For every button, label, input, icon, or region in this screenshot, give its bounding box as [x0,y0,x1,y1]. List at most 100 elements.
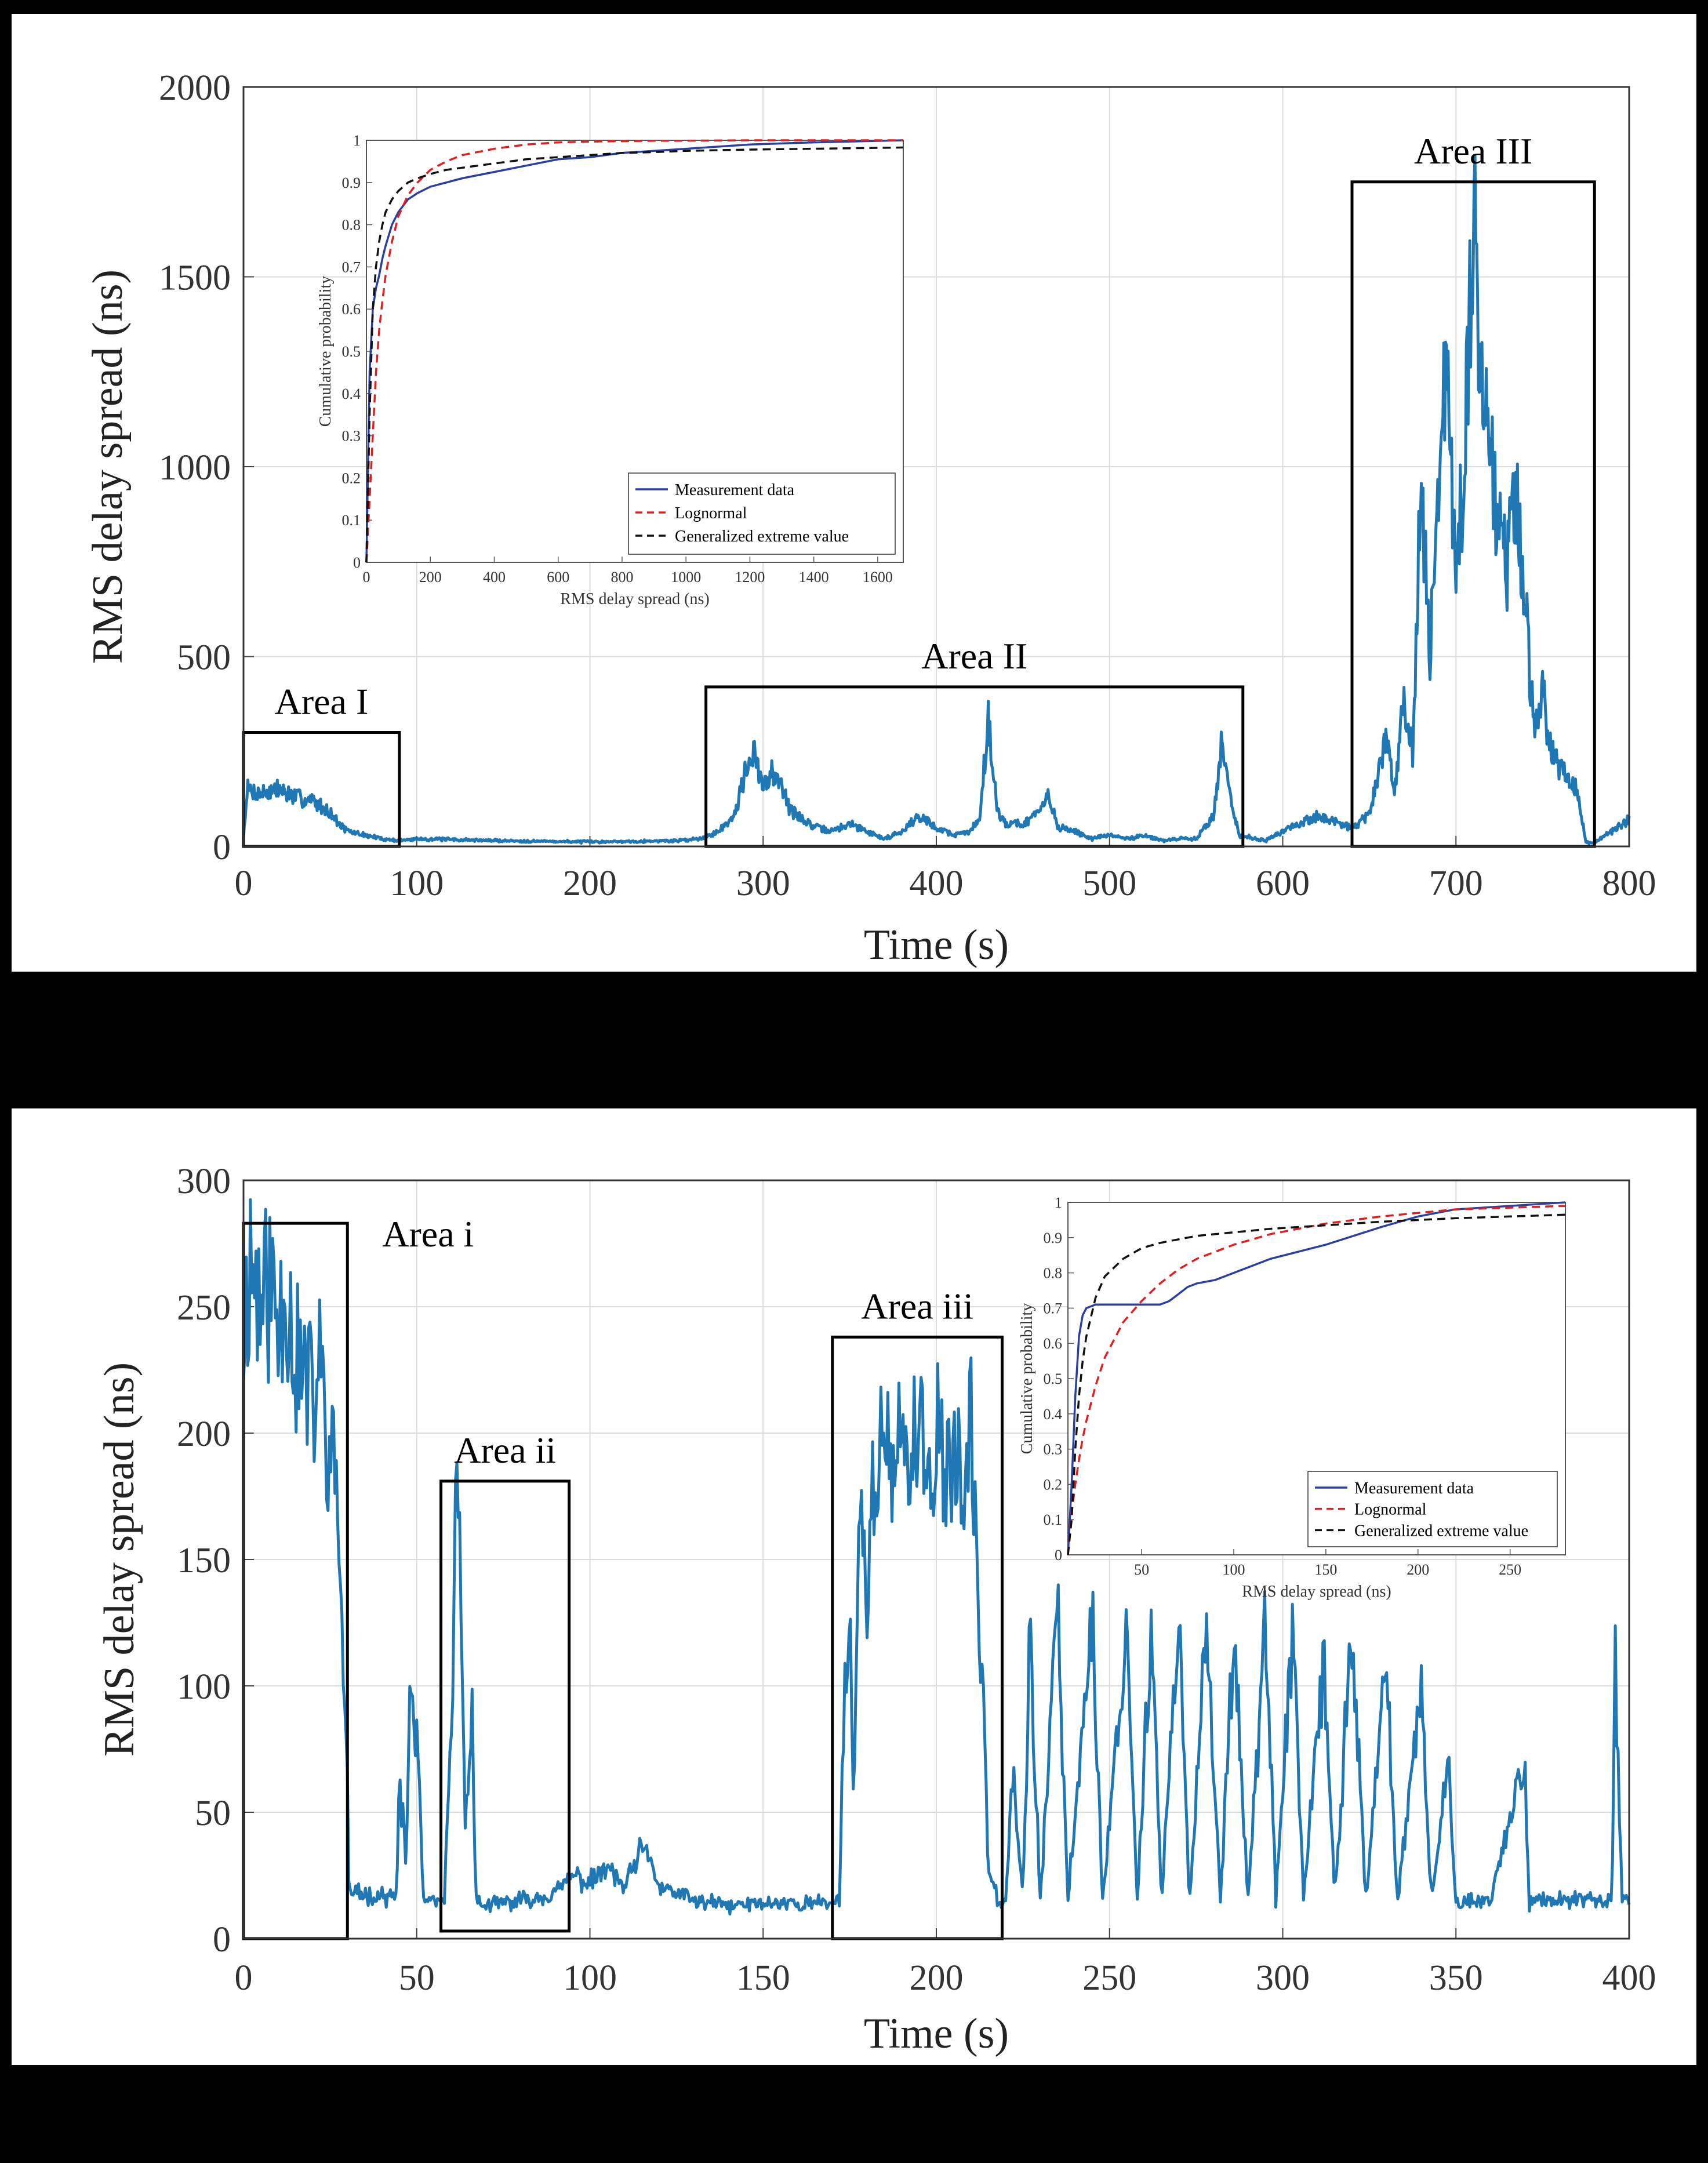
inset-x-tick-label: 100 [1223,1561,1245,1578]
panel-a: 0 100 200 300 400 500 600 700 800 0 500 1000 1500 200… [12,14,1696,972]
inset-y-tick-label: 0 [353,554,361,571]
y-tick-label: 0 [213,828,231,867]
area-label: Area I [275,681,369,722]
area-label: Area ii [454,1430,556,1471]
x-tick-label: 700 [1429,864,1483,903]
x-tick-label: 250 [1082,1958,1136,1998]
inset-y-tick-label: 0.4 [1044,1406,1063,1423]
inset-x-tick-label: 400 [483,569,506,586]
inset-y-axis-label: Cumulative probability [1018,1303,1036,1455]
inset-y-tick-label: 0.1 [1044,1511,1063,1528]
x-tick-label: 0 [235,1958,253,1998]
inset-series-lognormal [365,139,903,563]
y-tick-label: 150 [177,1541,231,1580]
signal-line [242,1198,1631,1916]
inset-x-tick-label: 1600 [863,569,893,586]
inset-x-tick-label: 200 [419,569,442,586]
inset-y-tick-label: 0.7 [1044,1300,1063,1317]
axes-frame [242,1179,1630,1940]
inset-x-tick-label: 200 [1407,1561,1429,1578]
inset-y-tick-label: 0.3 [1044,1441,1063,1458]
x-tick-label: 0 [235,864,253,903]
x-axis-label: Time (s) [864,2010,1009,2057]
inset-chart: 0 200 400 600 800 1000 1200 1400 1600 0 0.1 0.2 0.3 0… [317,132,904,608]
legend-box [628,472,896,555]
legend-box [1307,1471,1558,1547]
x-tick-label: 500 [1082,864,1136,903]
y-axis-label: RMS delay spread (ns) [96,1362,143,1757]
x-tick-label: 400 [1602,1958,1656,1998]
inset-y-tick-label: 0 [1055,1547,1062,1564]
inset-x-tick-label: 1400 [799,569,829,586]
area-label: Area II [921,635,1027,677]
inset-y-tick-label: 0.5 [1044,1370,1063,1387]
y-tick-label: 250 [177,1288,231,1328]
inset-legend: Measurement data Lognormal Generalized ext… [628,472,896,555]
inset-x-axis-label: RMS delay spread (ns) [560,590,709,608]
inset-y-tick-label: 0.4 [342,386,361,402]
inset-y-tick-label: 0.6 [342,301,361,318]
signal-line [242,154,1631,845]
inset-series-lognormal [1067,1205,1566,1555]
inset-chart: 50 100 150 200 250 0 0.1 0.2 0.3 0.4 0.5 0.6 0.7 0.8 0… [1018,1194,1566,1601]
inset-y-tick-label: 0.5 [342,343,361,360]
legend-label: Measurement data [1354,1479,1474,1497]
y-axis-label: RMS delay spread (ns) [84,270,132,664]
inset-series-measurement-data [365,139,904,563]
x-axis-label: Time (s) [864,921,1009,969]
legend-label: Generalized extreme value [1354,1522,1528,1540]
inset-y-tick-label: 0.3 [342,428,361,445]
y-tick-label: 2000 [159,68,231,108]
inset-y-tick-label: 0.2 [1044,1476,1063,1493]
legend-label: Lognormal [1354,1501,1427,1519]
y-tick-label: 300 [177,1162,231,1201]
inset-y-tick-label: 1 [1055,1194,1062,1211]
inset-x-axis-label: RMS delay spread (ns) [1242,1583,1391,1601]
x-tick-label: 100 [563,1958,617,1998]
panel-b: 0 50 100 150 200 250 300 350 400 0 50 100 150 200 250 3… [12,1108,1696,2065]
legend-label: Generalized extreme value [675,528,849,546]
inset-y-tick-label: 0.6 [1044,1335,1063,1352]
inset-y-tick-label: 0.8 [1044,1265,1063,1282]
y-tick-label: 0 [213,1920,231,1960]
y-tick-label: 1500 [159,259,231,298]
x-tick-label: 300 [736,864,790,903]
inset-x-tick-label: 50 [1134,1561,1149,1578]
inset-y-tick-label: 0.8 [342,217,361,234]
x-tick-label: 800 [1602,864,1656,903]
x-tick-label: 200 [910,1958,964,1998]
inset-x-tick-label: 0 [363,569,370,586]
x-tick-label: 350 [1429,1958,1483,1998]
x-tick-label: 100 [390,864,444,903]
inset-series-measurement-data [1067,1201,1566,1555]
inset-x-tick-label: 600 [547,569,569,586]
legend-label: Measurement data [675,481,795,499]
inset-y-tick-label: 0.7 [342,259,361,275]
x-tick-label: 600 [1256,864,1310,903]
inset-y-tick-label: 0.9 [342,175,361,191]
x-tick-label: 400 [910,864,964,903]
area-box [439,1479,571,1933]
inset-x-tick-label: 800 [610,569,633,586]
inset-series-generalized-extreme-value [1067,1213,1566,1555]
y-tick-label: 200 [177,1415,231,1454]
y-tick-label: 500 [177,638,231,678]
y-tick-label: 1000 [159,448,231,488]
inset-x-tick-label: 150 [1314,1561,1337,1578]
inset-x-tick-label: 1000 [671,569,701,586]
x-tick-label: 50 [399,1958,435,1998]
chart-b: 0 50 100 150 200 250 300 350 400 0 50 100 150 200 250 3… [96,1162,1656,2057]
legend-label: Lognormal [675,504,747,522]
chart-a: 0 100 200 300 400 500 600 700 800 0 500 1000 1500 200… [84,68,1656,969]
inset-y-axis-label: Cumulative probability [317,276,335,427]
x-tick-label: 300 [1256,1958,1310,1998]
area-label: Area iii [861,1285,973,1326]
inset-y-tick-label: 0.1 [342,512,361,529]
inset-x-tick-label: 250 [1499,1561,1521,1578]
axes-frame [242,86,1630,848]
x-tick-label: 200 [563,864,617,903]
area-label: Area i [382,1213,474,1255]
inset-series-generalized-extreme-value [365,146,904,563]
x-tick-label: 150 [736,1958,790,1998]
inset-x-tick-label: 1200 [735,569,765,586]
